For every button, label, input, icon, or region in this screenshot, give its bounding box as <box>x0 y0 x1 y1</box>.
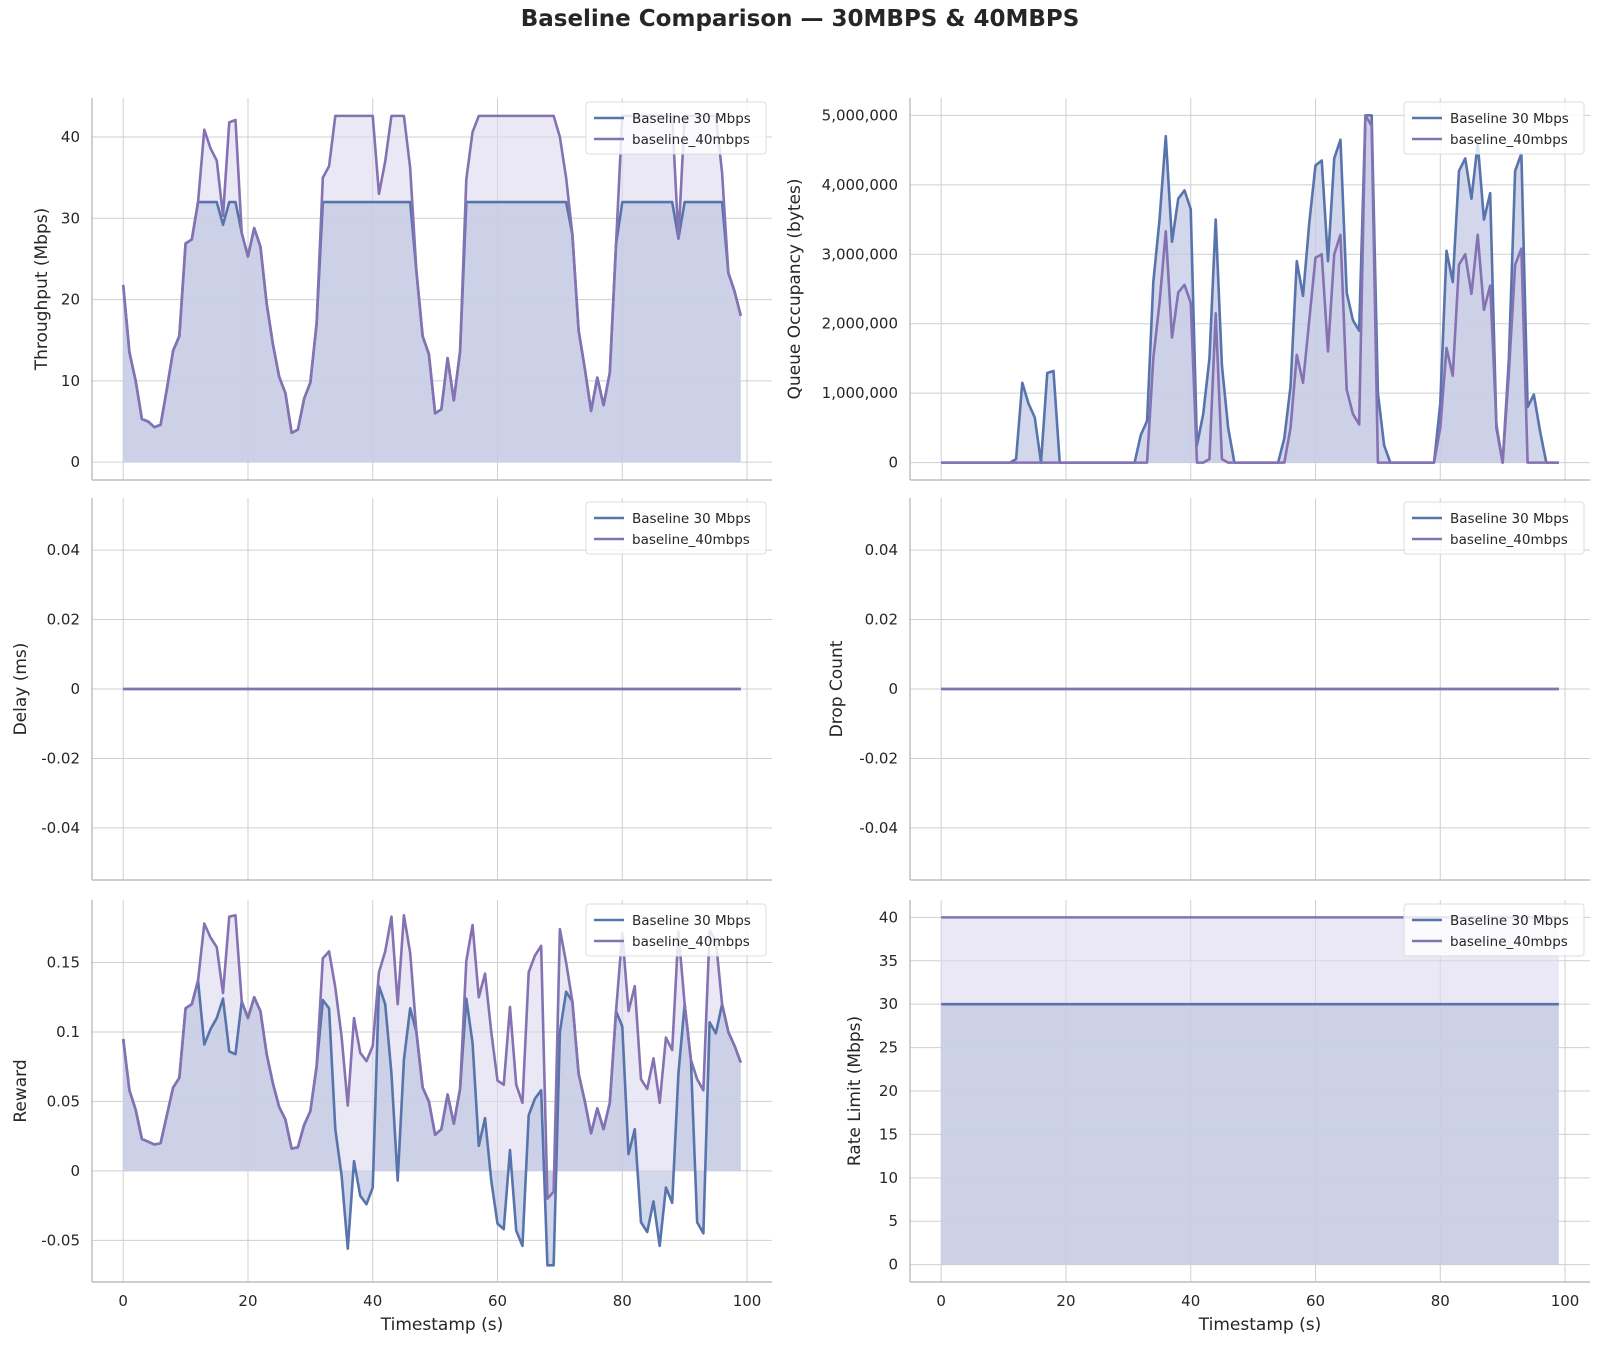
y-tick-label: 40 <box>879 908 898 926</box>
series-line-1 <box>941 114 1559 464</box>
y-tick-label: -0.04 <box>41 819 80 837</box>
subplot-6: 0 5 10 15 20 25 30 35 40 0 20 40 60 80 100 Rate Limit (… <box>845 900 1590 1335</box>
y-tick-label: 20 <box>879 1082 898 1100</box>
y-tick-label: 4,000,000 <box>822 176 898 194</box>
legend-label-2: baseline_40mbps <box>1450 934 1568 950</box>
x-tick-label: 0 <box>936 1292 946 1310</box>
x-tick-label: 80 <box>1431 1292 1450 1310</box>
y-tick-label: -0.02 <box>859 749 898 767</box>
subplot-2: 0 1,000,000 2,000,000 3,000,000 4,000,000 5,0… <box>785 98 1590 481</box>
legend-label-2: baseline_40mbps <box>632 532 750 548</box>
y-tick-label: 0.04 <box>47 541 80 559</box>
legend-label-1: Baseline 30 Mbps <box>632 511 751 527</box>
legend-box <box>1403 501 1585 555</box>
x-tick-label: 0 <box>118 1292 128 1310</box>
legend: Baseline 30 Mbps baseline_40mbps <box>1403 101 1585 155</box>
legend-label-1: Baseline 30 Mbps <box>632 111 751 127</box>
y-tick-label: 3,000,000 <box>822 245 898 263</box>
y-axis-label: Throughput (Mbps) <box>32 208 52 372</box>
y-tick-label: 0 <box>70 453 80 471</box>
y-tick-label: 0.15 <box>47 954 80 972</box>
y-axis-label: Delay (ms) <box>11 643 31 736</box>
y-tick-label: 0 <box>888 680 898 698</box>
x-tick-label: 100 <box>1551 1292 1580 1310</box>
subplot-4: -0.04 -0.02 0 0.02 0.04 Drop Count Baseline 30… <box>827 498 1590 881</box>
y-axis-label: Queue Occupancy (bytes) <box>785 179 805 400</box>
y-tick-label: 0.02 <box>865 611 898 629</box>
series-area-1 <box>123 202 741 463</box>
x-tick-label: 20 <box>1056 1292 1075 1310</box>
y-tick-label: 25 <box>879 1039 898 1057</box>
y-axis-label: Drop Count <box>827 640 847 737</box>
x-tick-label: 60 <box>1306 1292 1325 1310</box>
y-tick-label: 10 <box>61 372 80 390</box>
y-tick-label: 10 <box>879 1169 898 1187</box>
legend-label-1: Baseline 30 Mbps <box>632 913 751 929</box>
y-tick-label: 35 <box>879 952 898 970</box>
x-tick-label: 40 <box>363 1292 382 1310</box>
x-tick-label: 40 <box>1181 1292 1200 1310</box>
x-tick-label: 100 <box>733 1292 762 1310</box>
x-axis-label: Timestamp (s) <box>380 1315 503 1335</box>
y-tick-label: 30 <box>61 209 80 227</box>
legend-label-2: baseline_40mbps <box>632 934 750 950</box>
x-tick-label: 60 <box>488 1292 507 1310</box>
y-tick-label: 0 <box>888 1256 898 1274</box>
legend: Baseline 30 Mbps baseline_40mbps <box>585 101 767 155</box>
y-tick-label: 5,000,000 <box>822 106 898 124</box>
y-tick-label: -0.05 <box>41 1231 80 1249</box>
legend: Baseline 30 Mbps baseline_40mbps <box>1403 501 1585 555</box>
y-tick-label: 30 <box>879 995 898 1013</box>
x-tick-label: 80 <box>613 1292 632 1310</box>
legend-box <box>1403 903 1585 957</box>
y-tick-label: 1,000,000 <box>822 384 898 402</box>
legend: Baseline 30 Mbps baseline_40mbps <box>1403 903 1585 957</box>
y-tick-label: 0.1 <box>56 1023 80 1041</box>
y-axis-label: Rate Limit (Mbps) <box>845 1016 865 1166</box>
legend-box <box>585 501 767 555</box>
y-tick-label: 15 <box>879 1125 898 1143</box>
y-tick-label: -0.04 <box>859 819 898 837</box>
y-axis-label: Reward <box>11 1059 31 1122</box>
series-area-1 <box>941 1004 1559 1265</box>
legend-label-2: baseline_40mbps <box>632 132 750 148</box>
series-line-2 <box>941 114 1559 464</box>
y-tick-label: 0 <box>70 680 80 698</box>
legend-box <box>585 101 767 155</box>
y-tick-label: 0.05 <box>47 1092 80 1110</box>
figure-title: Baseline Comparison — 30MBPS & 40MBPS <box>520 6 1080 32</box>
series-line-2 <box>121 913 743 1200</box>
y-tick-label: 2,000,000 <box>822 315 898 333</box>
legend: Baseline 30 Mbps baseline_40mbps <box>585 501 767 555</box>
subplot-5: -0.05 0 0.05 0.1 0.15 0 20 40 60 80 100 Reward Times… <box>11 900 772 1335</box>
subplot-1: 0 10 20 30 40 Throughput (Mbps) Baseline 30 Mb… <box>32 98 772 481</box>
y-tick-label: 40 <box>61 128 80 146</box>
legend: Baseline 30 Mbps baseline_40mbps <box>585 903 767 957</box>
legend-label-2: baseline_40mbps <box>1450 132 1568 148</box>
legend-label-2: baseline_40mbps <box>1450 532 1568 548</box>
legend-label-1: Baseline 30 Mbps <box>1450 511 1569 527</box>
y-tick-label: 0 <box>888 454 898 472</box>
x-axis-label: Timestamp (s) <box>1198 1315 1321 1335</box>
y-tick-label: 5 <box>888 1212 898 1230</box>
legend-label-1: Baseline 30 Mbps <box>1450 111 1569 127</box>
y-tick-label: -0.02 <box>41 749 80 767</box>
legend-box <box>585 903 767 957</box>
y-tick-label: 0.02 <box>47 611 80 629</box>
legend-box <box>1403 101 1585 155</box>
y-tick-label: 0 <box>70 1162 80 1180</box>
x-tick-label: 20 <box>238 1292 257 1310</box>
legend-label-1: Baseline 30 Mbps <box>1450 913 1569 929</box>
subplot-3: -0.04 -0.02 0 0.02 0.04 Delay (ms) Baseline 30… <box>11 498 772 881</box>
y-tick-label: 20 <box>61 291 80 309</box>
y-tick-label: 0.04 <box>865 541 898 559</box>
